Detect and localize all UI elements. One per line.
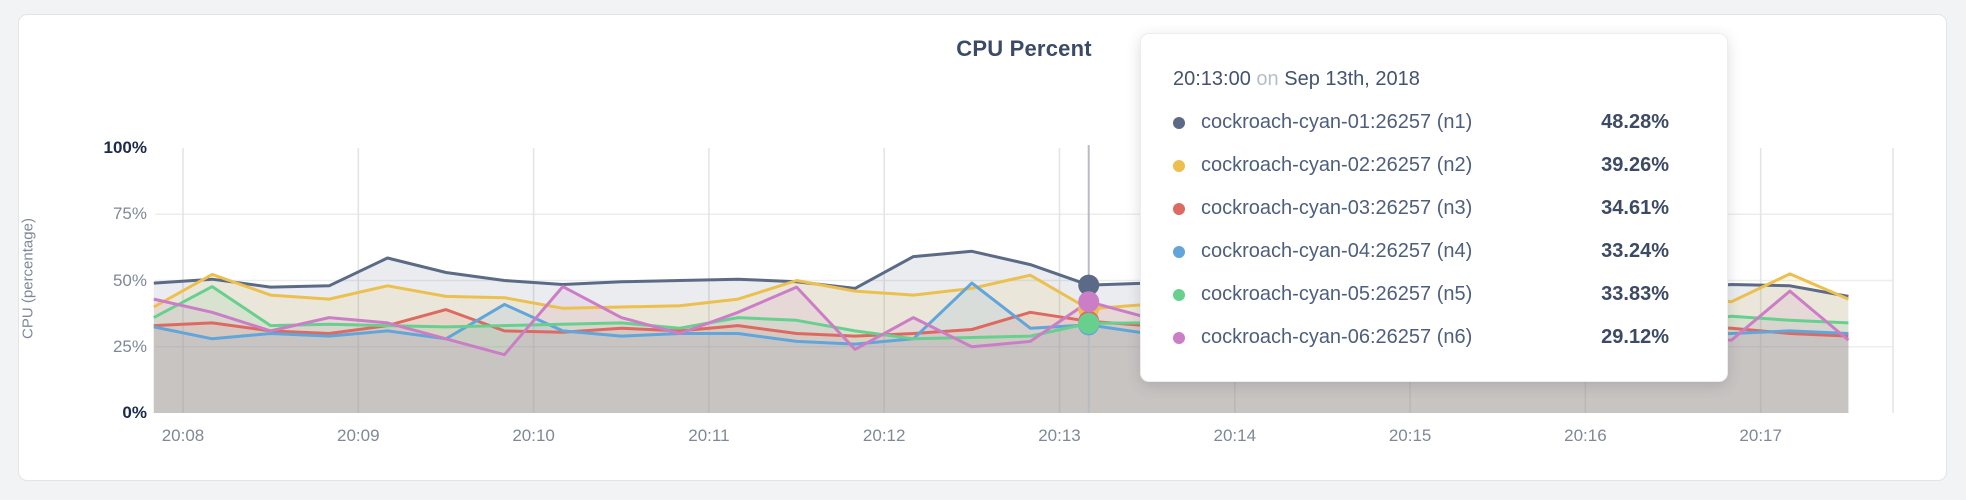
series-value: 34.61% [1601,197,1669,219]
x-tick-label: 20:13 [1038,426,1081,445]
tooltip-legend: cockroach-cyan-01:26257 (n1) 48.28% cockro… [1173,101,1669,359]
x-tick-label: 20:14 [1213,426,1257,445]
tooltip-row: cockroach-cyan-04:26257 (n4) 33.24% [1173,230,1669,273]
x-tick-label: 20:17 [1739,426,1782,445]
x-tick-label: 20:11 [688,426,730,445]
series-name: cockroach-cyan-03:26257 (n3) [1201,197,1473,219]
x-tick-label: 20:09 [337,426,380,445]
x-tick-label: 20:10 [512,426,555,445]
x-tick-label: 20:15 [1388,426,1432,445]
series-color-dot [1173,116,1185,129]
series-name: cockroach-cyan-04:26257 (n4) [1201,240,1473,262]
tooltip-on-word: on [1256,68,1279,90]
tooltip-date: Sep 13th, 2018 [1284,68,1420,90]
series-name: cockroach-cyan-06:26257 (n6) [1201,326,1473,348]
series-value: 33.24% [1601,240,1669,262]
series-value: 33.83% [1601,283,1669,305]
x-tick-label: 20:08 [161,426,205,445]
series-color-dot [1173,331,1185,344]
y-tick-label: 100% [103,138,147,157]
series-name: cockroach-cyan-05:26257 (n5) [1201,283,1473,305]
tooltip-time: 20:13:00 [1173,68,1251,90]
series-value: 48.28% [1601,111,1669,133]
chart-tooltip: 20:13:00 on Sep 13th, 2018 cockroach-cya… [1140,33,1728,382]
tooltip-header: 20:13:00 on Sep 13th, 2018 [1173,58,1669,101]
series-color-dot [1173,202,1185,215]
series-color-dot [1173,245,1185,258]
series-name: cockroach-cyan-02:26257 (n2) [1201,154,1473,176]
tooltip-row: cockroach-cyan-05:26257 (n5) 33.83% [1173,273,1669,316]
x-tick-label: 20:16 [1564,426,1607,445]
tooltip-row: cockroach-cyan-01:26257 (n1) 48.28% [1173,101,1669,144]
y-tick-label: 25% [112,336,147,356]
chart-title: CPU Percent [956,36,1092,61]
y-tick-label: 75% [112,204,147,224]
x-tick-label: 20:12 [862,426,906,445]
y-tick-label: 0% [122,403,147,422]
series-value: 39.26% [1601,154,1669,176]
tooltip-row: cockroach-cyan-06:26257 (n6) 29.12% [1173,316,1669,359]
series-name: cockroach-cyan-01:26257 (n1) [1201,111,1473,133]
y-tick-label: 50% [112,270,147,290]
tooltip-row: cockroach-cyan-03:26257 (n3) 34.61% [1173,187,1669,230]
series-color-dot [1173,159,1185,172]
series-value: 29.12% [1601,326,1669,348]
series-color-dot [1173,288,1185,301]
tooltip-row: cockroach-cyan-02:26257 (n2) 39.26% [1173,144,1669,187]
